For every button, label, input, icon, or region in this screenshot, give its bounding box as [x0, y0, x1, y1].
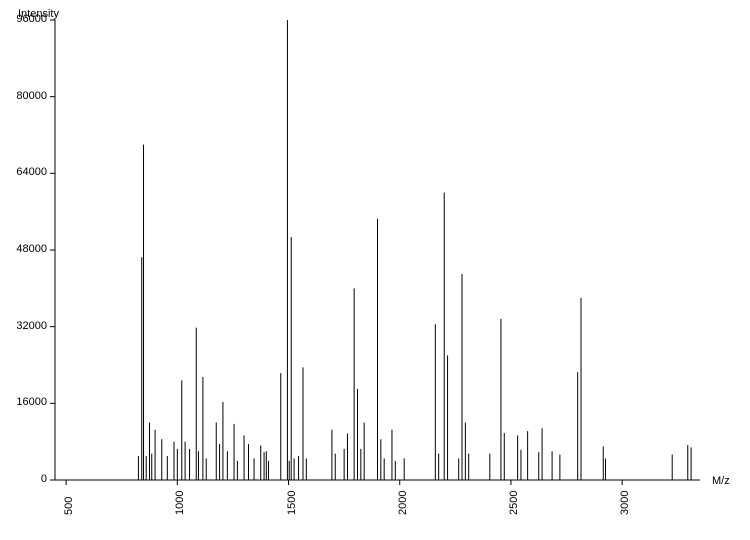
- x-tick-label: 1500: [286, 491, 298, 515]
- x-tick-label: 1000: [174, 491, 186, 515]
- x-tick-label: 2500: [508, 491, 520, 515]
- x-tick-label: 500: [63, 497, 75, 515]
- mass-spectrum-chart: Intensity M/z 01600032000480006400080000…: [0, 0, 750, 540]
- y-tick-label: 96000: [7, 13, 47, 25]
- y-tick-label: 80000: [7, 90, 47, 102]
- y-tick-label: 64000: [7, 166, 47, 178]
- chart-svg: [0, 0, 750, 540]
- x-axis-title: M/z: [712, 475, 730, 487]
- y-tick-label: 32000: [7, 320, 47, 332]
- x-tick-label: 2000: [397, 491, 409, 515]
- y-tick-label: 16000: [7, 396, 47, 408]
- y-tick-label: 48000: [7, 243, 47, 255]
- y-tick-label: 0: [7, 473, 47, 485]
- x-tick-label: 3000: [619, 491, 631, 515]
